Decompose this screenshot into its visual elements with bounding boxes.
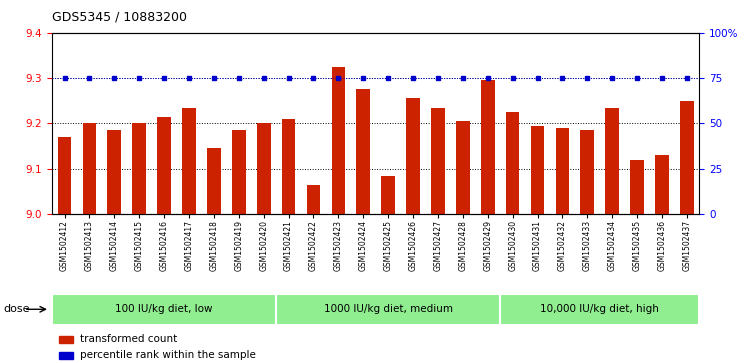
Text: 10,000 IU/kg diet, high: 10,000 IU/kg diet, high: [540, 305, 659, 314]
Bar: [52, 294, 276, 325]
Bar: [382, 176, 395, 214]
Text: transformed count: transformed count: [80, 334, 177, 344]
Bar: [59, 335, 73, 343]
Bar: [83, 123, 96, 214]
Bar: [107, 130, 121, 214]
Bar: [431, 107, 445, 214]
Text: GDS5345 / 10883200: GDS5345 / 10883200: [52, 11, 187, 24]
Bar: [59, 352, 73, 359]
Bar: [332, 67, 345, 214]
Bar: [307, 185, 321, 214]
Text: 100 IU/kg diet, low: 100 IU/kg diet, low: [115, 305, 213, 314]
Bar: [481, 80, 495, 214]
Text: percentile rank within the sample: percentile rank within the sample: [80, 351, 255, 360]
Bar: [580, 130, 594, 214]
Bar: [456, 121, 469, 214]
Bar: [58, 137, 71, 214]
Text: 1000 IU/kg diet, medium: 1000 IU/kg diet, medium: [324, 305, 452, 314]
Bar: [182, 107, 196, 214]
Bar: [606, 107, 619, 214]
Bar: [406, 98, 420, 214]
Bar: [630, 160, 644, 214]
Bar: [232, 130, 246, 214]
Bar: [556, 128, 569, 214]
Text: dose: dose: [4, 304, 31, 314]
Bar: [207, 148, 221, 214]
Bar: [530, 126, 545, 214]
Bar: [655, 155, 669, 214]
Bar: [132, 123, 146, 214]
Bar: [276, 294, 500, 325]
Bar: [257, 123, 271, 214]
Bar: [506, 112, 519, 214]
Bar: [282, 119, 295, 214]
Bar: [157, 117, 171, 214]
Bar: [680, 101, 693, 214]
Bar: [500, 294, 699, 325]
Bar: [356, 89, 370, 214]
